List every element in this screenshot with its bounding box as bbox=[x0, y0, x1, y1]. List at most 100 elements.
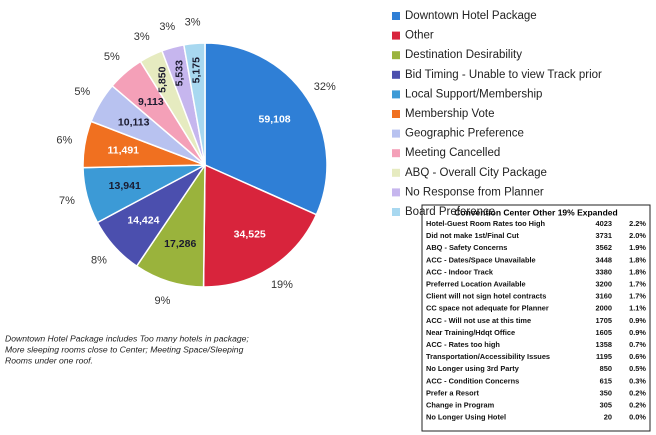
slice-value-label: 34,525 bbox=[234, 229, 266, 241]
legend-swatch bbox=[392, 31, 400, 40]
legend-swatch bbox=[392, 110, 400, 118]
pie-slice bbox=[182, 42, 206, 166]
table-cell: Change in Program bbox=[426, 400, 495, 409]
table-title: Convention Center Other 19% Expanded bbox=[454, 207, 617, 217]
legend-label: Membership Vote bbox=[405, 108, 495, 120]
table-cell: 615 bbox=[600, 376, 612, 385]
slice-value-label: 10,113 bbox=[118, 116, 150, 128]
table-cell: ACC - Rates too high bbox=[426, 340, 500, 349]
table-cell: 3160 bbox=[596, 292, 612, 301]
table-cell: 350 bbox=[600, 388, 612, 397]
slice-percent-label: 19% bbox=[271, 279, 293, 291]
table-cell: 1.8% bbox=[629, 267, 646, 276]
table-cell: 3448 bbox=[596, 255, 612, 264]
legend-label: ABQ - Overall City Package bbox=[405, 167, 547, 179]
slice-value-label: 9,113 bbox=[138, 96, 164, 108]
slice-percent-label: 3% bbox=[159, 21, 175, 33]
legend-swatch bbox=[392, 129, 400, 138]
pie-slice bbox=[202, 163, 318, 288]
table-cell: ACC - Condition Concerns bbox=[426, 376, 519, 385]
table-cell: 1.1% bbox=[629, 304, 646, 313]
table-cell: 1705 bbox=[596, 316, 612, 325]
legend-swatch bbox=[392, 168, 400, 177]
table-cell: 0.5% bbox=[629, 364, 646, 373]
legend-swatch bbox=[392, 70, 400, 79]
table-cell: 1605 bbox=[596, 328, 612, 337]
legend-label: Board Preference bbox=[405, 206, 495, 218]
table-cell: 0.2% bbox=[629, 400, 646, 409]
table-cell: 1.7% bbox=[629, 279, 646, 288]
table-cell: 20 bbox=[604, 413, 612, 422]
slice-percent-label: 7% bbox=[59, 195, 75, 207]
legend-swatch bbox=[392, 90, 400, 99]
table-cell: No Longer Using Hotel bbox=[426, 413, 506, 422]
legend-swatch bbox=[392, 188, 400, 197]
table-cell: 850 bbox=[600, 364, 612, 373]
table-cell: 2000 bbox=[596, 304, 612, 313]
slice-value-label: 17,286 bbox=[164, 238, 196, 250]
table-cell: 0.0% bbox=[629, 413, 646, 422]
table-cell: ABQ - Safety Concerns bbox=[426, 243, 507, 252]
table-cell: Prefer a Resort bbox=[426, 388, 480, 397]
slice-percent-label: 6% bbox=[56, 134, 72, 146]
table-cell: 305 bbox=[600, 400, 612, 409]
note-line: Rooms under one roof. bbox=[5, 355, 93, 365]
slice-percent-label: 5% bbox=[74, 86, 90, 98]
table-cell: 0.2% bbox=[629, 388, 646, 397]
table-cell: Transportation/Accessibility Issues bbox=[426, 352, 550, 361]
legend-label: Local Support/Membership bbox=[405, 88, 542, 100]
slice-value-label: 59,108 bbox=[259, 114, 291, 126]
table-cell: Hotel-Guest Room Rates too High bbox=[426, 219, 546, 228]
table-cell: Preferred Location Available bbox=[426, 279, 526, 288]
slice-value-label: 5,850 bbox=[157, 66, 169, 92]
slice-percent-label: 9% bbox=[154, 295, 170, 307]
legend-swatch bbox=[392, 149, 400, 158]
legend-label: No Response from Planner bbox=[405, 186, 544, 198]
table-cell: Near Training/Hdqt Office bbox=[426, 328, 515, 337]
table-cell: 3562 bbox=[596, 243, 612, 252]
table-cell: 4023 bbox=[596, 219, 612, 228]
legend-label: Downtown Hotel Package bbox=[405, 10, 537, 22]
legend-label: Other bbox=[405, 30, 434, 42]
legend-swatch bbox=[392, 12, 400, 20]
table-frame bbox=[421, 204, 651, 432]
table-cell: CC space not adequate for Planner bbox=[426, 304, 549, 313]
table-cell: 2.0% bbox=[629, 231, 646, 240]
slice-percent-label: 8% bbox=[91, 255, 107, 267]
slice-percent-label: 5% bbox=[104, 51, 120, 63]
table-cell: 0.7% bbox=[629, 340, 646, 349]
table-cell: 1.9% bbox=[629, 243, 646, 252]
pie-slice bbox=[204, 42, 328, 216]
legend-swatch bbox=[392, 51, 400, 60]
legend-label: Geographic Preference bbox=[405, 128, 524, 140]
slice-value-label: 5,175 bbox=[190, 57, 202, 83]
legend-swatch bbox=[392, 208, 400, 216]
slice-value-label: 11,491 bbox=[107, 145, 139, 157]
table-cell: 0.6% bbox=[629, 352, 646, 361]
note-line: Downtown Hotel Package includes Too many… bbox=[5, 333, 249, 343]
table-cell: 1195 bbox=[596, 352, 612, 361]
slice-percent-label: 3% bbox=[185, 17, 201, 29]
table-cell: Client will not sign hotel contracts bbox=[426, 292, 546, 301]
table-cell: 2.2% bbox=[629, 219, 646, 228]
table-cell: 0.9% bbox=[629, 328, 646, 337]
table-cell: 1358 bbox=[596, 340, 612, 349]
table-cell: 3731 bbox=[596, 231, 612, 240]
table-cell: Did not make 1st/Final Cut bbox=[426, 231, 519, 240]
slice-value-label: 14,424 bbox=[127, 214, 159, 226]
legend-label: Meeting Cancelled bbox=[405, 147, 500, 159]
slice-value-label: 13,941 bbox=[109, 180, 141, 192]
slice-value-label: 5,533 bbox=[174, 60, 186, 86]
table-cell: ACC - Dates/Space Unavailable bbox=[426, 255, 536, 264]
table-cell: 0.9% bbox=[629, 316, 646, 325]
legend-label: Destination Desirability bbox=[405, 49, 522, 61]
table-cell: 1.8% bbox=[629, 255, 646, 264]
table-cell: 3200 bbox=[596, 279, 612, 288]
note-line: More sleeping rooms close to Center; Mee… bbox=[5, 344, 244, 354]
slice-percent-label: 3% bbox=[134, 31, 150, 43]
table-cell: No Longer using 3rd Party bbox=[426, 364, 520, 373]
table-cell: 1.7% bbox=[629, 292, 646, 301]
table-cell: 3380 bbox=[596, 267, 612, 276]
legend-label: Bid Timing - Unable to view Track prior bbox=[405, 69, 602, 81]
